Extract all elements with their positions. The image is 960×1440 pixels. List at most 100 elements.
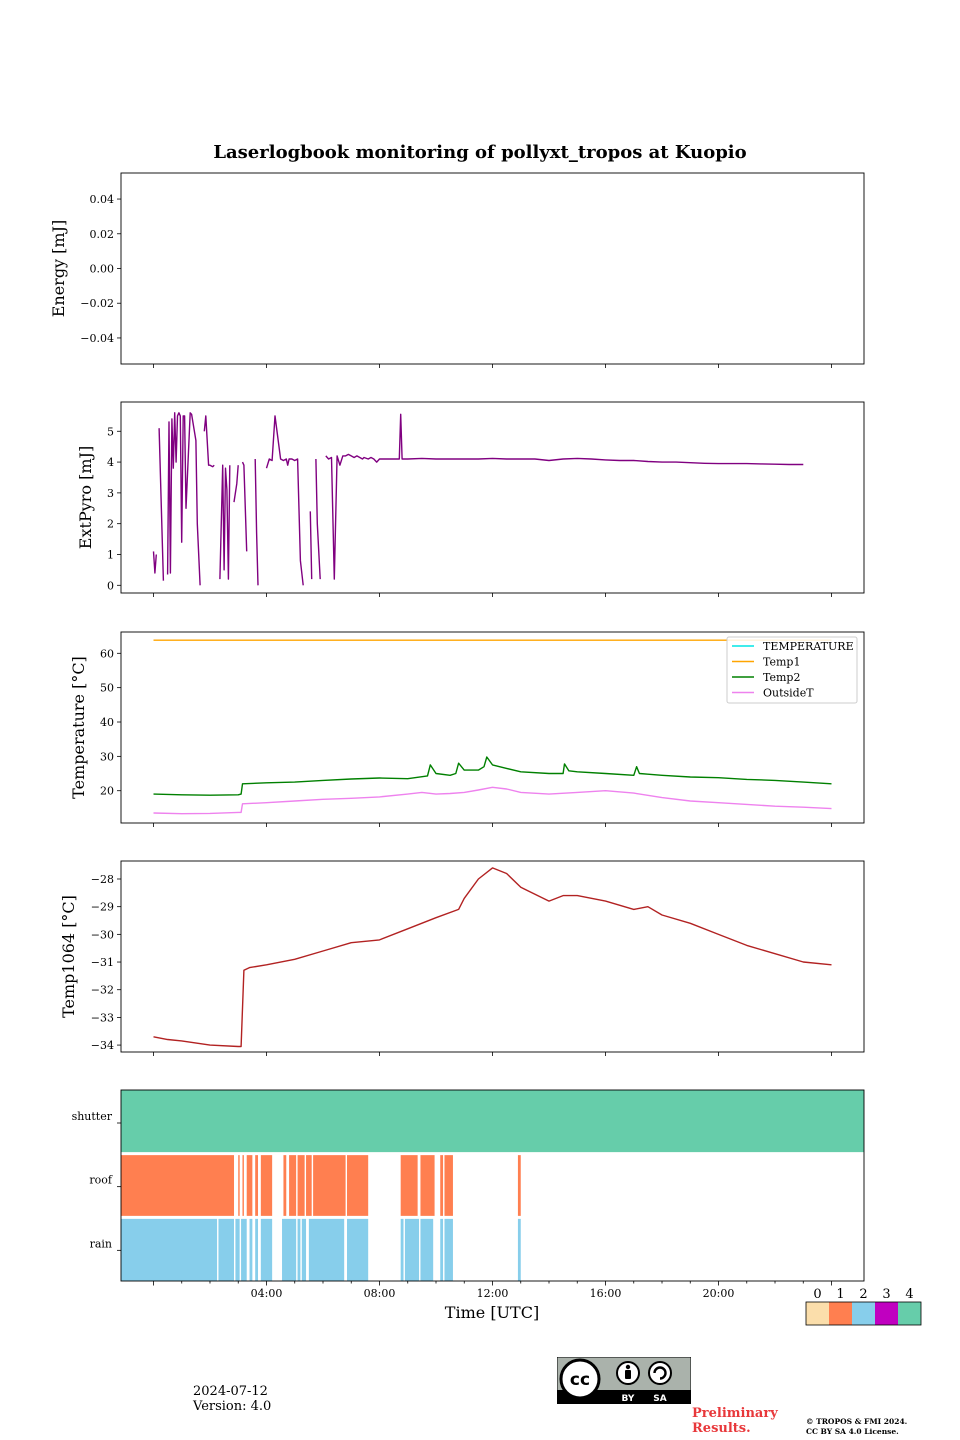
panel-energy: 0.04 0.02 0.00 −0.02 −0.04 Energy [mJ]	[49, 172, 865, 368]
status-segment-rain	[241, 1217, 247, 1281]
preliminary-line-2: Results.	[692, 1421, 751, 1436]
x-axis-label: Time [UTC]	[445, 1303, 539, 1322]
axes-frame	[120, 1089, 865, 1282]
copyright-line-1: © TROPOS & FMI 2024.	[806, 1417, 908, 1426]
sa-label: SA	[653, 1394, 666, 1404]
y-tick-label: 0	[107, 579, 114, 592]
by-person-body	[625, 1370, 631, 1379]
row-label-shutter: shutter	[72, 1110, 113, 1123]
y-tick-label: −34	[91, 1039, 114, 1052]
panel-status: shutter roof rain 04:00 08:00 12:00 16:00 20:00	[72, 1089, 865, 1300]
colorbar-tick-label: 1	[836, 1287, 844, 1302]
preliminary-results-note: Preliminary Results.	[692, 1406, 778, 1436]
copyright-line-2: CC BY SA 4.0 License.	[806, 1427, 899, 1436]
status-segment-rain	[260, 1217, 273, 1281]
y-axis-label: Energy [mJ]	[49, 220, 68, 318]
panel-temperature: 20 30 40 50 60 Temperature [°C] TEMPERATURE Tem…	[69, 631, 865, 827]
legend-frame	[726, 636, 858, 704]
cc-by-sa-logo: cc BY SA	[557, 1357, 691, 1404]
y-tick-label: 30	[100, 750, 114, 763]
by-person-head	[625, 1364, 631, 1370]
colorbar-swatch-1	[829, 1302, 852, 1325]
y-axis-label: Temperature [°C]	[69, 656, 88, 799]
x-tick-label: 12:00	[477, 1287, 509, 1300]
colorbar-frame	[805, 1301, 922, 1326]
legend-entry: Temp1	[763, 656, 800, 669]
y-tick-label: 1	[107, 548, 114, 561]
copyright-note: © TROPOS & FMI 2024. CC BY SA 4.0 Licens…	[806, 1417, 907, 1437]
status-segment-rain	[420, 1217, 434, 1281]
status-segment-rain	[297, 1217, 301, 1281]
status-segment-rain	[440, 1217, 444, 1281]
legend: TEMPERATURE Temp1 Temp2 OutsideT	[726, 636, 858, 704]
status-segment-roof	[440, 1153, 444, 1218]
colorbar-tick-label: 3	[882, 1287, 890, 1302]
status-segment-roof	[313, 1153, 346, 1218]
y-tick-label: 3	[107, 487, 114, 500]
y-tick-label: 4	[107, 456, 114, 469]
date-label: 2024-07-12	[193, 1384, 268, 1399]
status-segment-roof	[260, 1153, 273, 1218]
y-tick-label: 5	[107, 425, 114, 438]
y-tick-label: 50	[100, 682, 114, 695]
y-tick-label: −31	[91, 956, 114, 969]
row-label-rain: rain	[90, 1237, 112, 1250]
cc-logo-text: cc	[570, 1370, 590, 1390]
x-tick-label: 16:00	[590, 1287, 622, 1300]
sa-arrow	[653, 1366, 667, 1380]
status-segment-rain	[235, 1217, 240, 1281]
status-segment-roof	[289, 1153, 297, 1218]
y-tick-label: 20	[100, 785, 114, 798]
colorbar-tick-label: 0	[813, 1287, 821, 1302]
y-tick-label: 0.04	[90, 193, 115, 206]
status-segment-roof	[242, 1153, 244, 1218]
status-segment-rain	[121, 1217, 218, 1281]
series-line-extpyro	[152, 412, 804, 586]
status-segment-roof	[246, 1153, 253, 1218]
panel-temp1064: −28 −29 −30 −31 −32 −33 −34 Temp1064 [°C]	[59, 860, 865, 1056]
status-segment-roof	[347, 1153, 369, 1218]
cc-icon	[559, 1358, 601, 1400]
row-label-roof: roof	[89, 1174, 113, 1187]
colorbar-swatch-0	[806, 1302, 829, 1325]
status-segment-roof	[306, 1153, 312, 1218]
y-tick-label: 0.02	[90, 228, 115, 241]
colorbar-swatch-2	[852, 1302, 875, 1325]
status-segment-rain	[218, 1217, 235, 1281]
y-tick-label: 2	[107, 518, 114, 531]
y-tick-label: −32	[91, 984, 114, 997]
by-label: BY	[622, 1394, 635, 1404]
status-segment-rain	[517, 1217, 521, 1281]
y-tick-label: −33	[91, 1011, 114, 1024]
status-segment-rain	[282, 1217, 297, 1281]
status-segment-rain	[404, 1217, 420, 1281]
axes-frame	[120, 401, 865, 594]
axes-frame	[120, 172, 865, 365]
colorbar-tick-label: 4	[905, 1287, 913, 1302]
status-segment-rain	[308, 1217, 345, 1281]
series-line-temp2	[153, 756, 832, 796]
status-segment-shutter	[121, 1090, 864, 1154]
status-segment-roof	[400, 1153, 418, 1218]
legend-entry: OutsideT	[763, 687, 814, 700]
y-tick-label: −0.04	[80, 332, 114, 345]
y-tick-label: −0.02	[80, 297, 114, 310]
y-tick-label: 0.00	[90, 263, 115, 276]
status-segment-roof	[420, 1153, 435, 1218]
y-axis-label: Temp1064 [°C]	[59, 895, 78, 1018]
version-label: Version: 4.0	[193, 1399, 272, 1414]
series-line-temp1064	[153, 867, 832, 1048]
status-segment-roof	[444, 1153, 453, 1218]
colorbar-swatch-3	[875, 1302, 898, 1325]
axes-frame	[120, 860, 865, 1053]
sa-icon	[648, 1361, 672, 1385]
preliminary-line-1: Preliminary	[692, 1406, 778, 1421]
axes-frame	[120, 631, 865, 824]
colorbar-swatch-4	[898, 1302, 921, 1325]
chart-title: Laserlogbook monitoring of pollyxt_tropo…	[213, 142, 746, 163]
x-tick-label: 04:00	[251, 1287, 283, 1300]
colorbar-tick-label: 2	[859, 1287, 867, 1302]
status-segment-rain	[347, 1217, 369, 1281]
